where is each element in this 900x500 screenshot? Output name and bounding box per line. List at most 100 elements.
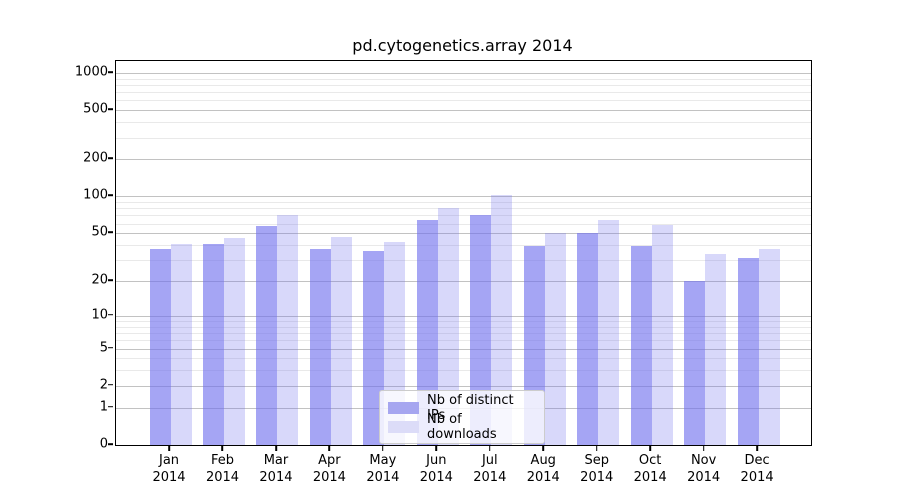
ytick-mark-20: [108, 279, 114, 281]
xtick-label-oct: Oct 2014: [633, 453, 667, 485]
gridline-minor-3: [116, 370, 811, 372]
gridline-minor-8: [116, 326, 811, 328]
legend-item-downloads: Nb of downloads: [388, 412, 534, 442]
xtick-label-dec: Dec 2014: [740, 453, 774, 485]
xtick-label-feb: Feb 2014: [205, 453, 240, 485]
bar-distinct-ips-apr: [309, 249, 331, 445]
ytick-mark-2: [108, 384, 114, 386]
xtick-mark-apr: [328, 445, 331, 451]
ytick-mark-100: [108, 194, 114, 197]
xtick-mark-nov: [702, 445, 705, 451]
bar-distinct-ips-jul: [470, 215, 492, 445]
legend-swatch-downloads: [388, 420, 419, 433]
ytick-mark-500: [108, 108, 114, 111]
legend-swatch-distinct-ips: [388, 401, 419, 414]
gridline-major-2: [116, 385, 811, 387]
xtick-mark-aug: [542, 445, 545, 451]
ytick-mark-10: [108, 314, 114, 316]
ytick-mark-1000: [108, 71, 114, 73]
gridline-major-10: [116, 315, 811, 317]
xtick-label-may: May 2014: [366, 453, 400, 485]
gridline-minor-300: [116, 137, 811, 139]
ytick-label-200: 200: [83, 150, 108, 166]
ytick-mark-0: [108, 443, 114, 445]
ytick-label-2: 2: [99, 377, 108, 393]
bar-distinct-ips-jun: [416, 220, 438, 445]
gridline-minor-90: [116, 202, 811, 204]
xtick-label-aug: Aug 2014: [526, 453, 560, 485]
gridline-minor-4: [116, 358, 811, 360]
gridline-major-100: [116, 196, 811, 198]
legend: Nb of distinct IPs Nb of downloads: [379, 390, 545, 444]
gridline-minor-400: [116, 122, 811, 124]
bar-downloads-jul: [491, 194, 513, 445]
xtick-mark-oct: [649, 445, 651, 451]
gridline-minor-40: [116, 245, 811, 246]
ytick-label-5: 5: [99, 340, 108, 355]
bar-downloads-nov: [705, 253, 727, 445]
xtick-label-mar: Mar 2014: [259, 453, 293, 485]
bar-downloads-aug: [544, 233, 566, 445]
gridline-major-1000: [116, 72, 811, 74]
xtick-label-jan: Jan 2014: [152, 453, 186, 485]
ytick-mark-5: [108, 346, 114, 349]
plot-area: [115, 60, 812, 446]
ytick-label-0: 0: [99, 436, 108, 452]
xtick-mark-feb: [221, 445, 224, 451]
gridline-minor-9: [116, 321, 811, 322]
bar-downloads-jun: [437, 207, 459, 445]
chart-title: pd.cytogenetics.array 2014: [352, 36, 573, 55]
legend-item-distinct-ips: Nb of distinct IPs: [388, 393, 534, 423]
gridline-major-200: [116, 159, 811, 161]
legend-label-downloads: Nb of downloads: [427, 411, 497, 442]
xtick-label-apr: Apr 2014: [312, 453, 346, 485]
gridline-major-50: [116, 233, 811, 235]
gridline-minor-600: [116, 100, 811, 102]
gridline-minor-6: [116, 340, 811, 342]
bar-distinct-ips-sep: [577, 233, 599, 445]
xtick-label-jul: Jul 2014: [473, 453, 507, 485]
ytick-label-100: 100: [83, 187, 108, 203]
ytick-mark-200: [108, 157, 114, 160]
bar-distinct-ips-dec: [737, 258, 759, 445]
bar-downloads-dec: [758, 249, 780, 445]
gridline-minor-7: [116, 333, 811, 335]
ytick-mark-50: [108, 231, 114, 234]
gridline-minor-60: [116, 223, 811, 225]
ytick-label-50: 50: [91, 224, 108, 240]
gridline-minor-30: [116, 260, 811, 262]
xtick-mark-dec: [756, 445, 758, 451]
xtick-mark-jan: [168, 445, 170, 451]
gridline-major-500: [116, 110, 811, 112]
bar-distinct-ips-jan: [149, 249, 171, 445]
bar-downloads-oct: [651, 225, 673, 445]
ytick-label-10: 10: [91, 307, 108, 323]
gridline-minor-70: [116, 215, 811, 217]
xtick-mark-mar: [275, 445, 277, 451]
xtick-label-jun: Jun 2014: [419, 453, 453, 485]
bar-downloads-jan: [170, 243, 192, 445]
xtick-label-sep: Sep 2014: [580, 453, 614, 485]
ytick-mark-1: [108, 405, 114, 408]
bar-distinct-ips-oct: [630, 246, 652, 445]
gridline-major-5: [116, 348, 811, 350]
bar-downloads-feb: [223, 237, 245, 445]
bar-downloads-mar: [277, 215, 299, 445]
xtick-mark-jun: [435, 445, 438, 451]
ytick-label-1000: 1000: [74, 64, 108, 80]
ytick-label-20: 20: [91, 272, 108, 288]
gridline-minor-900: [116, 78, 811, 80]
legend-label-distinct-ips: Nb of distinct IPs: [427, 392, 514, 423]
xtick-mark-sep: [595, 445, 598, 451]
gridline-minor-800: [116, 84, 811, 86]
xtick-mark-may: [382, 445, 384, 451]
bar-downloads-sep: [598, 220, 620, 445]
ytick-label-1: 1: [99, 399, 108, 415]
bar-distinct-ips-feb: [202, 243, 224, 445]
bar-downloads-apr: [330, 236, 352, 445]
gridline-minor-80: [116, 208, 811, 210]
ytick-label-500: 500: [83, 101, 108, 117]
xtick-label-nov: Nov 2014: [687, 453, 721, 485]
gridline-minor-700: [116, 92, 811, 94]
